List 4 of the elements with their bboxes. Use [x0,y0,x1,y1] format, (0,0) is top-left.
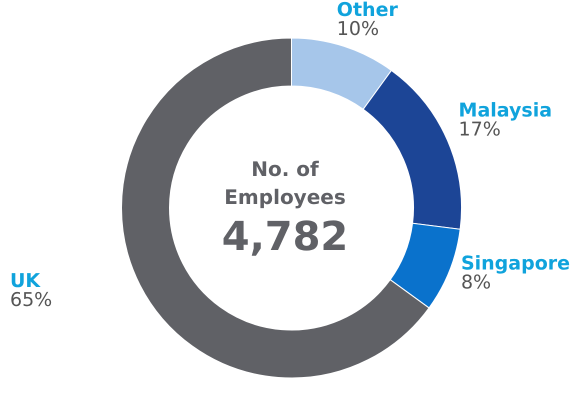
text: No. of Employees [224,157,346,209]
text: 4,782 [222,214,348,260]
slice-label: Other [336,0,398,21]
data-label: 10% [336,18,380,40]
